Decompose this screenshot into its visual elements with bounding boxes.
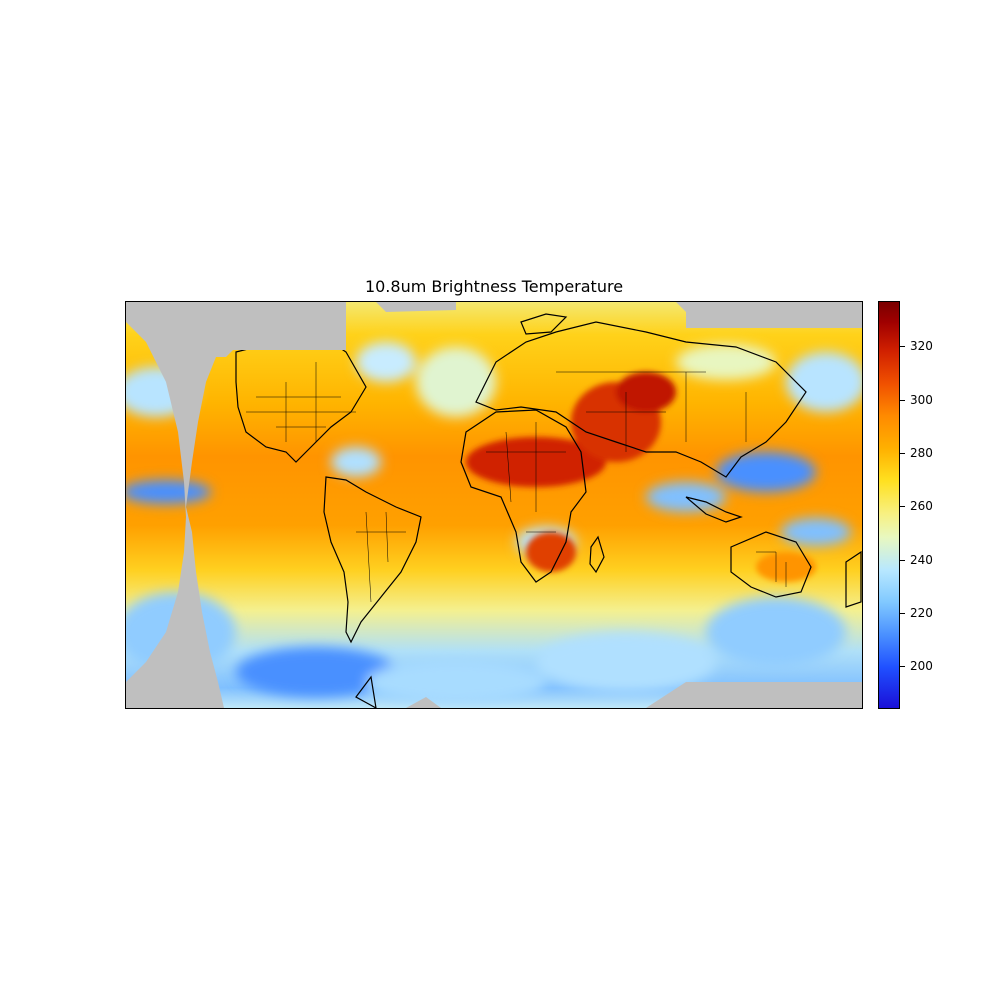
colorbar-tick-label: 240 [910, 553, 933, 567]
no-data-swaths [126, 302, 862, 708]
colorbar-tick-label: 200 [910, 659, 933, 673]
colorbar-tick-label: 320 [910, 339, 933, 353]
colorbar-tick-label: 300 [910, 393, 933, 407]
colorbar-tick-mark [900, 506, 905, 507]
map-title: 10.8um Brightness Temperature [364, 277, 624, 296]
map-svg [126, 302, 862, 708]
hot-regions [466, 372, 816, 582]
brightness-temperature-map [125, 301, 863, 709]
colorbar-tick-mark [900, 346, 905, 347]
cloud-patches [126, 342, 862, 704]
colorbar-tick-mark [900, 613, 905, 614]
colorbar-tick-mark [900, 400, 905, 401]
colorbar-tick-mark [900, 560, 905, 561]
colorbar [878, 301, 900, 709]
colorbar-tick-mark [900, 666, 905, 667]
colorbar-tick-label: 260 [910, 499, 933, 513]
colorbar-tick-mark [900, 453, 905, 454]
colorbar-tick-label: 280 [910, 446, 933, 460]
country-borders [246, 362, 787, 603]
colorbar-tick-label: 220 [910, 606, 933, 620]
